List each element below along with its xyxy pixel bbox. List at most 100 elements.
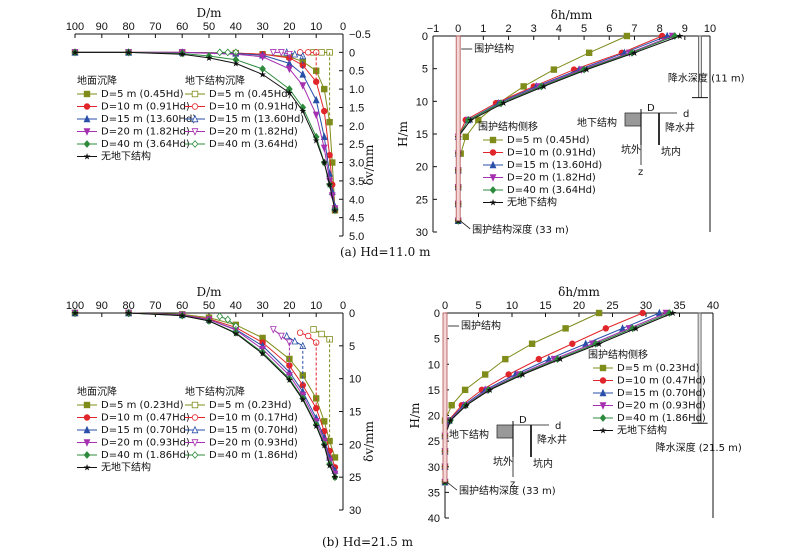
y-tick-label: 10 <box>349 374 361 386</box>
wall-label: 围护结构 <box>461 319 501 332</box>
legend-marker <box>191 114 199 123</box>
x-tick-label: 9 <box>682 23 688 35</box>
x-tick-label: 20 <box>283 21 295 33</box>
x-tick-label: 100 <box>66 21 84 33</box>
struct-data-point <box>304 332 312 340</box>
data-point <box>462 133 469 140</box>
data-point: ★ <box>178 50 186 60</box>
data-point: ★ <box>540 82 548 92</box>
data-point <box>623 32 631 40</box>
legend-title-struct: 地下结构沉降 <box>185 385 245 398</box>
x-tick-label: 25 <box>606 300 618 312</box>
data-point: ★ <box>331 206 339 216</box>
x-tick-label: 2 <box>505 23 511 35</box>
data-point: ★ <box>259 70 267 80</box>
legend-marker <box>489 136 497 144</box>
x-tick-label: 5 <box>581 23 587 35</box>
x-tick-label: 35 <box>673 300 685 312</box>
y-tick-label: 5 <box>349 341 355 353</box>
legend-marker <box>191 103 199 110</box>
data-point <box>178 49 186 58</box>
data-point: ★ <box>441 478 449 488</box>
legend-marker <box>191 401 199 409</box>
legend-marker <box>191 414 199 421</box>
x-tick-label: 6 <box>606 23 612 35</box>
inset-D-label: D <box>647 103 655 114</box>
data-point: ★ <box>632 324 640 334</box>
data-point: ★ <box>454 217 462 227</box>
legend-label: D=15 m (0.70Hd) <box>209 425 298 436</box>
inset-d-label: d <box>683 109 689 120</box>
legend-title-ground: 地面沉降 <box>77 385 117 398</box>
data-point: ★ <box>676 32 684 42</box>
wall-depth-label: 围护结构深度 (33 m) <box>459 484 556 497</box>
y-tick-label: 25 <box>349 472 361 484</box>
legend-marker: ★ <box>599 427 607 437</box>
data-point <box>259 53 267 62</box>
inset-pitin-label: 坑内 <box>533 457 553 470</box>
data-point: ★ <box>556 355 564 365</box>
y-tick-label: 30 <box>428 462 440 474</box>
x-tick-label: 0 <box>340 21 346 33</box>
x-tick-label: 40 <box>707 300 719 312</box>
legend-label: D=20 m (1.82Hd) <box>101 127 190 138</box>
legend-marker <box>83 140 91 148</box>
legend-marker <box>191 425 199 434</box>
struct-data-point <box>277 332 285 341</box>
data-point <box>312 420 320 429</box>
inset-well-label: 降水井 <box>537 433 567 446</box>
x-axis-label: D/m <box>196 285 222 299</box>
legend-marker <box>599 364 607 372</box>
x-tick-label: −1 <box>427 23 440 35</box>
x-tick-label: 30 <box>256 300 268 312</box>
data-point <box>321 418 328 425</box>
legend-label: D=10 m (0.47Hd) <box>101 413 190 424</box>
data-point <box>329 159 336 166</box>
x-tick-label: 40 <box>230 21 242 33</box>
legend-label: 无地下结构 <box>507 196 557 209</box>
legend-label: D=40 m (1.86Hd) <box>101 450 190 461</box>
struct-data-point <box>318 49 325 56</box>
y-tick-label: 10 <box>428 359 440 371</box>
legend-marker <box>191 451 199 459</box>
y-tick-label: 2.0 <box>349 121 364 133</box>
x-axis-label: δh/mm <box>551 8 593 22</box>
legend-marker <box>83 128 91 136</box>
legend-label: D=15 m (13.60Hd) <box>101 114 196 125</box>
struct-data-point <box>216 48 224 57</box>
x-tick-label: 5 <box>475 300 481 312</box>
legend-marker <box>599 388 607 397</box>
data-point <box>259 348 266 357</box>
data-point <box>320 144 328 153</box>
data-point: ★ <box>285 376 293 386</box>
legend-label: D=15 m (0.70Hd) <box>101 425 190 436</box>
data-point <box>331 454 339 461</box>
struct-data-point <box>304 49 312 56</box>
struct-data-point <box>269 49 277 57</box>
legend-label: D=10 m (0.91Hd) <box>507 148 596 159</box>
struct-data-point <box>277 49 285 57</box>
data-point: ★ <box>462 401 470 411</box>
caption-b: (b) Hd=21.5 m <box>322 535 414 549</box>
legend-label: D=5 m (0.23Hd) <box>617 363 700 374</box>
data-point: ★ <box>125 309 133 319</box>
y-axis-label: δv/mm <box>362 420 376 461</box>
legend-label: D=5 m (0.45Hd) <box>101 89 184 100</box>
legend-marker <box>191 140 199 148</box>
legend-label: D=40 m (3.64Hd) <box>209 139 298 150</box>
x-tick-label: 90 <box>96 21 108 33</box>
legend-marker <box>83 103 91 110</box>
y-tick-label: 0 <box>349 308 355 320</box>
struct-data-point <box>224 315 232 324</box>
wall-depth-pointer <box>446 481 458 491</box>
retaining-wall <box>442 312 448 483</box>
legend-label: D=20 m (1.82Hd) <box>507 173 596 184</box>
legend-marker <box>83 451 91 459</box>
data-point <box>505 371 512 378</box>
legend-label: D=15 m (13.60Hd) <box>209 114 304 125</box>
data-point <box>595 309 603 317</box>
struct-data-point <box>283 331 291 340</box>
data-point: ★ <box>71 309 79 319</box>
y-tick-label: 5.0 <box>349 231 364 243</box>
x-axis-label: δh/mm <box>558 285 600 299</box>
